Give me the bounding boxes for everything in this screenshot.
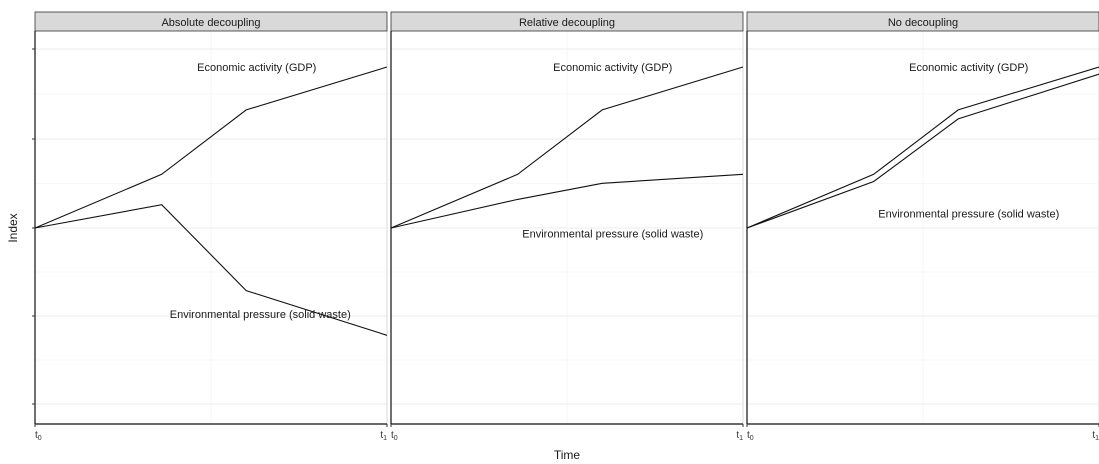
x-tick-label: t1 xyxy=(1092,430,1099,442)
y-axis-title: Index xyxy=(6,213,20,242)
series-line-gdp xyxy=(390,66,744,229)
facet-panels: Absolute decoupling t0 t1 Economic activity… xyxy=(32,11,1099,442)
x-tick-label: t0 xyxy=(391,430,398,442)
panel-2: Relative decoupling t0 t1 Economic activity… xyxy=(390,11,744,442)
series-line-solid-waste xyxy=(34,204,388,336)
series-label-gdp: Economic activity (GDP) xyxy=(197,62,316,74)
facet-strip xyxy=(746,11,1099,32)
x-axis-title: Time xyxy=(554,448,581,462)
series-line-solid-waste xyxy=(390,173,744,229)
series-label-solid-waste: Environmental pressure (solid waste) xyxy=(522,228,703,240)
x-tick-label: t0 xyxy=(35,430,42,442)
facet-strip-title: No decoupling xyxy=(888,17,958,29)
facet-strip-title: Absolute decoupling xyxy=(161,17,260,29)
x-tick-label: t0 xyxy=(747,430,754,442)
facet-strip xyxy=(390,11,744,32)
series-label-gdp: Economic activity (GDP) xyxy=(909,62,1028,74)
facet-strip-title: Relative decoupling xyxy=(519,17,615,29)
facet-strip xyxy=(34,11,388,32)
series-line-gdp xyxy=(34,66,388,229)
series-label-gdp: Economic activity (GDP) xyxy=(553,62,672,74)
gridlines xyxy=(746,31,1099,424)
x-tick-label: t1 xyxy=(736,430,743,442)
x-tick-label: t1 xyxy=(380,430,387,442)
series-line-gdp xyxy=(746,66,1099,229)
panel-1: Absolute decoupling t0 t1 Economic activity… xyxy=(32,11,388,442)
series-label-solid-waste: Environmental pressure (solid waste) xyxy=(170,309,351,321)
series-line-solid-waste xyxy=(746,73,1099,229)
series-label-solid-waste: Environmental pressure (solid waste) xyxy=(878,209,1059,221)
panel-3: No decoupling t0 t1 Economic activity (GDP)… xyxy=(746,11,1099,442)
